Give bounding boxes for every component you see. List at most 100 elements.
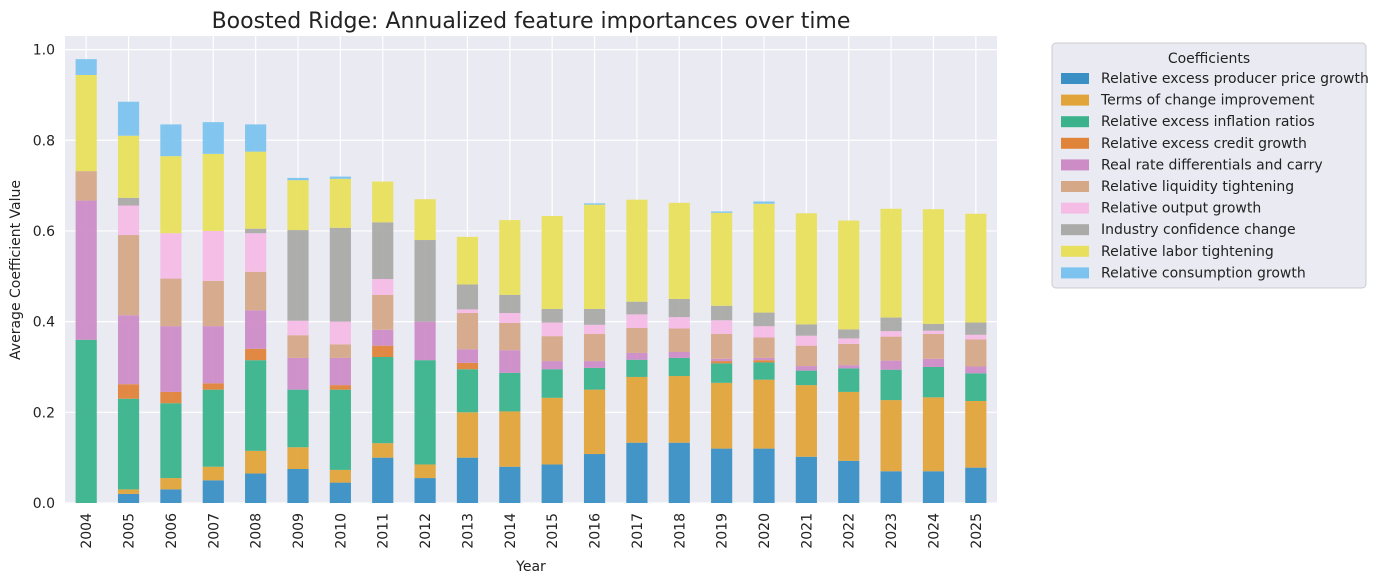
bar-segment bbox=[414, 321, 436, 361]
bar-segment bbox=[541, 464, 563, 503]
bar-segment bbox=[965, 213, 987, 323]
y-tick-label: 0.2 bbox=[33, 405, 55, 421]
bar-segment bbox=[922, 323, 945, 331]
bar-segment bbox=[541, 336, 563, 362]
bar-stack-2014 bbox=[499, 220, 521, 503]
bar-segment bbox=[329, 227, 351, 322]
bar-segment bbox=[160, 233, 182, 279]
y-tick-label: 0.8 bbox=[33, 133, 55, 149]
x-tick-label: 2004 bbox=[79, 513, 95, 549]
bar-segment bbox=[668, 376, 690, 443]
x-axis-ticks: 2004 2005 2006 2007 2008 2009 2010 2011 2012 2013… bbox=[79, 513, 985, 549]
x-tick-label: 2025 bbox=[969, 513, 985, 549]
bar-segment bbox=[245, 450, 267, 474]
legend-swatch bbox=[1061, 224, 1089, 236]
bar-segment bbox=[711, 358, 733, 362]
bar-segment bbox=[160, 156, 182, 234]
legend-swatch bbox=[1061, 73, 1089, 84]
bar-segment bbox=[795, 324, 817, 336]
bar-segment bbox=[117, 135, 140, 198]
bar-segment bbox=[456, 362, 479, 370]
x-tick-label: 2011 bbox=[376, 513, 392, 549]
x-tick-label: 2022 bbox=[842, 513, 858, 549]
bar-segment bbox=[922, 366, 945, 398]
legend-swatch bbox=[1061, 159, 1089, 171]
bar-segment bbox=[372, 329, 394, 346]
bar-segment bbox=[117, 384, 140, 399]
bar-segment bbox=[880, 360, 902, 370]
bar-segment bbox=[583, 333, 606, 362]
bar-segment bbox=[626, 376, 648, 443]
x-tick-label: 2006 bbox=[164, 513, 180, 549]
bar-segment bbox=[287, 389, 309, 448]
chart-title: Boosted Ridge: Annualized feature import… bbox=[212, 9, 851, 34]
legend-title: Coefficients bbox=[1168, 51, 1250, 67]
legend-swatch bbox=[1061, 181, 1089, 192]
bar-segment bbox=[626, 301, 648, 315]
bar-segment bbox=[499, 323, 521, 351]
legend-label: Relative liquidity tightening bbox=[1101, 179, 1294, 195]
bar-stack-2011 bbox=[372, 181, 394, 503]
bar-segment bbox=[160, 478, 182, 490]
bar-stack-2009 bbox=[287, 177, 309, 503]
bar-segment bbox=[711, 382, 733, 449]
bar-segment bbox=[456, 236, 479, 285]
bar-segment bbox=[329, 389, 351, 470]
bar-segment bbox=[711, 448, 733, 503]
bar-segment bbox=[668, 317, 690, 329]
bar-segment bbox=[75, 200, 97, 340]
y-axis-label: Average Coefficient Value bbox=[8, 180, 24, 360]
bar-segment bbox=[753, 326, 775, 338]
bar-segment bbox=[753, 362, 775, 380]
bar-segment bbox=[329, 357, 351, 386]
bar-segment bbox=[626, 314, 648, 328]
bar-segment bbox=[753, 357, 775, 361]
bar-segment bbox=[880, 400, 902, 472]
bar-segment bbox=[668, 298, 690, 318]
legend-label: Relative excess inflation ratios bbox=[1101, 114, 1315, 130]
bar-segment bbox=[202, 280, 224, 327]
bar-segment bbox=[711, 212, 733, 306]
bar-stack-2021 bbox=[795, 213, 817, 503]
bar-segment bbox=[626, 352, 648, 360]
bar-segment bbox=[245, 348, 267, 361]
bar-segment bbox=[499, 294, 521, 314]
bar-stack-2005 bbox=[117, 101, 140, 503]
bar-segment bbox=[245, 233, 267, 272]
legend-swatch bbox=[1061, 137, 1089, 149]
y-tick-label: 1.0 bbox=[33, 43, 55, 59]
bar-segment bbox=[880, 336, 902, 361]
bar-segment bbox=[75, 59, 97, 75]
bar-segment bbox=[922, 333, 945, 359]
bar-segment bbox=[329, 469, 351, 483]
bar-segment bbox=[499, 372, 521, 412]
bar-segment bbox=[456, 284, 479, 310]
bar-segment bbox=[541, 215, 563, 309]
bar-stack-2018 bbox=[668, 202, 690, 503]
bar-segment bbox=[287, 468, 309, 503]
bar-segment bbox=[541, 308, 563, 323]
y-axis-ticks: 0.0 0.2 0.4 0.6 0.8 1.0 bbox=[33, 43, 55, 512]
bar-segment bbox=[287, 177, 309, 181]
bar-segment bbox=[711, 211, 733, 213]
x-tick-label: 2024 bbox=[926, 513, 942, 549]
bar-segment bbox=[541, 361, 563, 370]
bar-segment bbox=[117, 398, 140, 490]
bar-segment bbox=[329, 178, 351, 228]
bar-segment bbox=[753, 360, 775, 363]
bar-segment bbox=[329, 176, 351, 179]
bar-segment bbox=[711, 320, 733, 334]
x-tick-label: 2015 bbox=[545, 513, 561, 549]
bar-segment bbox=[922, 358, 945, 367]
bar-segment bbox=[456, 412, 479, 458]
bar-segment bbox=[287, 180, 309, 231]
bar-segment bbox=[583, 204, 606, 309]
bar-stack-2008 bbox=[245, 124, 267, 503]
x-tick-label: 2016 bbox=[588, 513, 604, 549]
legend-swatch bbox=[1061, 245, 1089, 257]
bar-segment bbox=[838, 460, 860, 503]
bar-stack-2023 bbox=[880, 208, 902, 503]
bar-segment bbox=[753, 201, 775, 204]
x-tick-label: 2021 bbox=[799, 513, 815, 549]
bar-segment bbox=[838, 368, 860, 392]
